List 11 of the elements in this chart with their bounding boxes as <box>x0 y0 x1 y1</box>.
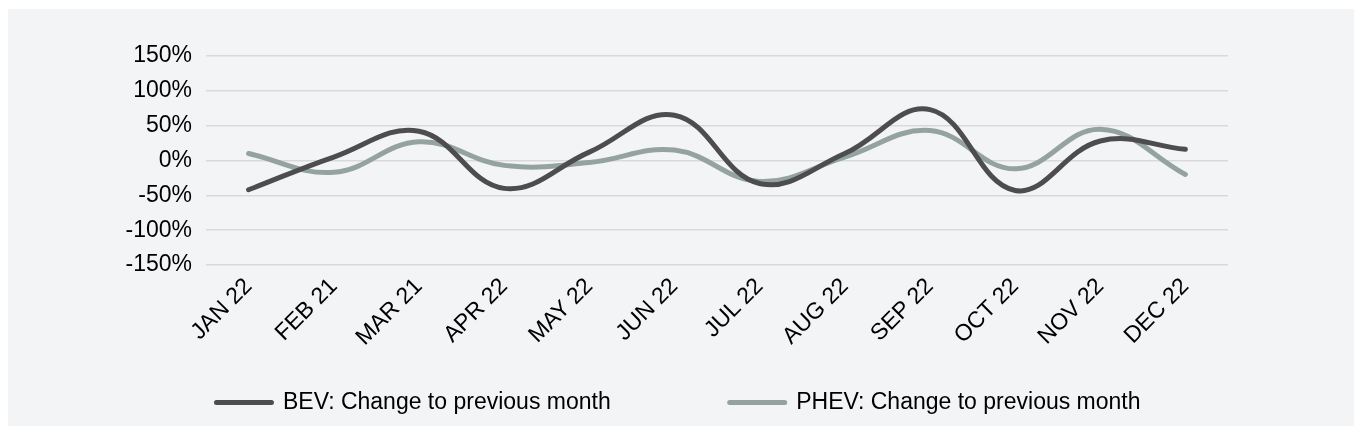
y-tick-label: 150% <box>133 41 192 68</box>
y-tick-label: -100% <box>125 215 192 242</box>
y-tick-label: 0% <box>158 145 192 172</box>
legend-label: BEV: Change to previous month <box>282 387 611 414</box>
y-tick-label: -50% <box>138 180 192 207</box>
y-tick-label: 100% <box>133 76 192 103</box>
x-tick-label: JUL 22 <box>698 272 768 342</box>
x-tick-label: SEP 22 <box>864 272 938 346</box>
x-tick-label: FEB 21 <box>269 272 342 346</box>
legend-label: PHEV: Change to previous month <box>796 387 1141 414</box>
y-tick-label: 50% <box>145 111 192 138</box>
